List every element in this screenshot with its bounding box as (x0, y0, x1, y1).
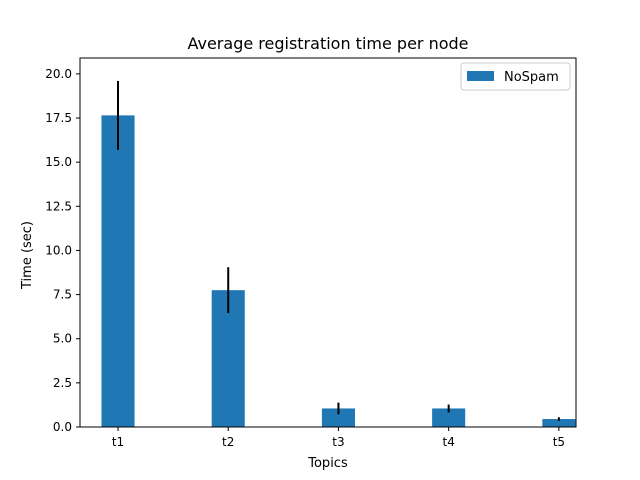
bar (101, 115, 135, 428)
bar (432, 408, 466, 427)
y-tick-label: 0.0 (53, 420, 72, 434)
chart-title: Average registration time per node (187, 34, 468, 53)
y-tick-label: 2.5 (53, 376, 72, 390)
legend-label: NoSpam (504, 70, 559, 85)
x-tick-label: t5 (553, 435, 565, 449)
bar (542, 419, 576, 427)
y-tick-label: 20.0 (45, 67, 72, 81)
y-tick-label: 12.5 (45, 199, 72, 213)
y-tick-label: 5.0 (53, 332, 72, 346)
plot-area: t1 t2 t3 t4 t5 0.0 2.5 5.0 7.5 10.0 12.5 15.0 17.5 20… (45, 57, 577, 449)
legend-swatch (467, 71, 494, 81)
x-tick-label: t2 (222, 435, 234, 449)
x-axis-label: Topics (307, 456, 348, 471)
x-tick-label: t4 (442, 435, 454, 449)
x-tick-label: t3 (332, 435, 344, 449)
legend-frame (460, 62, 571, 91)
y-tick-label: 17.5 (45, 111, 72, 125)
y-tick-label: 15.0 (45, 155, 72, 169)
plot-frame (79, 57, 577, 428)
y-axis-label: Time (sec) (20, 221, 35, 290)
legend: NoSpam (460, 62, 571, 91)
bar (321, 408, 355, 427)
y-tick-label: 7.5 (53, 288, 72, 302)
y-tick-label: 10.0 (45, 243, 72, 257)
x-tick-label: t1 (112, 435, 124, 449)
